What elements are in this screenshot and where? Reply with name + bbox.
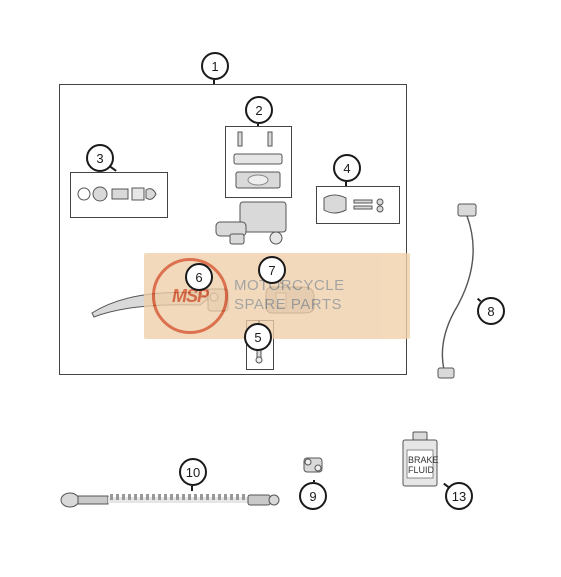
part-9-fitting (300, 452, 328, 478)
watermark-line2: SPARE PARTS (234, 296, 345, 315)
master-cylinder-body (210, 198, 300, 248)
watermark-line1: MOTORCYCLE (234, 277, 345, 296)
brake-fluid-label-line2: FLUID (408, 466, 432, 476)
callout-13[interactable]: 13 (445, 482, 473, 510)
lead-2 (258, 124, 260, 126)
part-10-hose (60, 488, 280, 512)
diagram-stage: BRAKE FLUID MSP MOTORCYCLE SPARE PARTS 1… (0, 0, 561, 577)
callout-2[interactable]: 2 (245, 96, 273, 124)
watermark-text: MOTORCYCLE SPARE PARTS (234, 277, 345, 315)
part-3-kit (74, 180, 162, 208)
part-2-diaphragm (230, 170, 286, 192)
callout-7[interactable]: 7 (258, 256, 286, 284)
callout-8[interactable]: 8 (477, 297, 505, 325)
lead-1 (214, 80, 216, 84)
callout-3[interactable]: 3 (86, 144, 114, 172)
callout-5[interactable]: 5 (244, 323, 272, 351)
part-8-cable (432, 202, 492, 382)
part-2-cap (230, 152, 286, 168)
callout-10[interactable]: 10 (179, 458, 207, 486)
part-4-clamp (320, 192, 394, 216)
callout-9[interactable]: 9 (299, 482, 327, 510)
callout-6[interactable]: 6 (185, 263, 213, 291)
lead-4 (346, 182, 348, 186)
callout-1[interactable]: 1 (201, 52, 229, 80)
part-2-bolts (232, 130, 282, 150)
callout-4[interactable]: 4 (333, 154, 361, 182)
